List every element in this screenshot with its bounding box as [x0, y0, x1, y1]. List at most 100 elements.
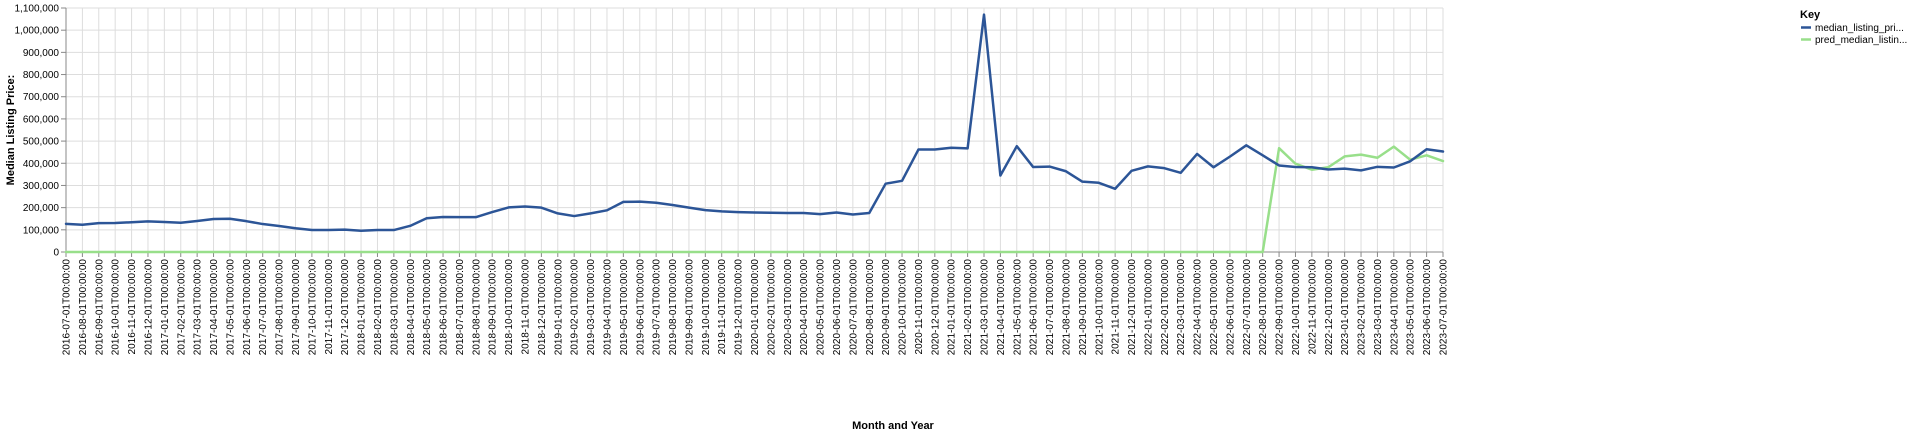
y-tick-label: 800,000: [23, 70, 60, 81]
x-tick-label: 2022-06-01T00:00:00: [1225, 259, 1236, 356]
x-tick-label: 2016-11-01T00:00:00: [127, 259, 138, 355]
gridlines: [65, 7, 1444, 253]
x-tick-label: 2021-06-01T00:00:00: [1029, 259, 1040, 356]
x-tick-label: 2023-04-01T00:00:00: [1389, 259, 1400, 356]
x-tick-label: 2018-06-01T00:00:00: [439, 259, 450, 356]
x-tick-label: 2020-05-01T00:00:00: [816, 259, 827, 356]
x-tick-label: 2017-12-01T00:00:00: [340, 259, 351, 356]
y-tick-label: 200,000: [23, 203, 60, 214]
x-tick-label: 2018-05-01T00:00:00: [422, 259, 433, 356]
y-tick-label: 400,000: [23, 159, 60, 170]
x-tick-label: 2017-09-01T00:00:00: [291, 259, 302, 356]
x-tick-label: 2019-11-01T00:00:00: [717, 259, 728, 355]
x-tick-label: 2018-09-01T00:00:00: [488, 259, 499, 356]
legend: Key median_listing_pri...pred_median_lis…: [1800, 9, 1907, 46]
x-tick-label: 2018-12-01T00:00:00: [537, 259, 548, 356]
x-tick-label: 2020-09-01T00:00:00: [881, 259, 892, 356]
x-tick-label: 2022-03-01T00:00:00: [1176, 259, 1187, 356]
x-tick-label: 2018-02-01T00:00:00: [373, 259, 384, 356]
x-tick-label: 2019-07-01T00:00:00: [652, 259, 663, 356]
x-tick-label: 2016-10-01T00:00:00: [111, 259, 122, 356]
x-tick-label: 2021-04-01T00:00:00: [996, 259, 1007, 356]
x-tick-label: 2020-08-01T00:00:00: [865, 259, 876, 356]
x-tick-label: 2022-04-01T00:00:00: [1193, 259, 1204, 356]
x-tick-label: 2019-09-01T00:00:00: [684, 259, 695, 356]
x-tick-label: 2023-06-01T00:00:00: [1422, 259, 1433, 356]
x-tick-label: 2022-07-01T00:00:00: [1242, 259, 1253, 356]
x-tick-label: 2019-06-01T00:00:00: [635, 259, 646, 356]
x-tick-label: 2020-02-01T00:00:00: [766, 259, 777, 356]
x-tick-label: 2020-07-01T00:00:00: [848, 259, 859, 356]
x-tick-label: 2017-08-01T00:00:00: [275, 259, 286, 356]
x-tick-label: 2022-02-01T00:00:00: [1160, 259, 1171, 356]
x-tick-label: 2020-04-01T00:00:00: [799, 259, 810, 356]
x-tick-label: 2021-10-01T00:00:00: [1094, 259, 1105, 356]
x-tick-label: 2016-12-01T00:00:00: [143, 259, 154, 356]
x-tick-label: 2021-08-01T00:00:00: [1061, 259, 1072, 356]
y-tick-label: 600,000: [23, 114, 60, 125]
x-tick-label: 2020-10-01T00:00:00: [898, 259, 909, 356]
x-tick-label: 2019-04-01T00:00:00: [602, 259, 613, 356]
x-tick-label: 2020-12-01T00:00:00: [930, 259, 941, 356]
x-tick-label: 2017-07-01T00:00:00: [258, 259, 269, 356]
x-tick-label: 2017-03-01T00:00:00: [193, 259, 204, 356]
x-tick-label: 2022-09-01T00:00:00: [1275, 259, 1286, 356]
x-tick-label: 2021-05-01T00:00:00: [1012, 259, 1023, 356]
series-line-median-listing-price: [64, 13, 1445, 232]
y-tick-label: 100,000: [23, 225, 60, 236]
x-tick-label: 2018-03-01T00:00:00: [389, 259, 400, 356]
legend-label: pred_median_listin...: [1815, 35, 1907, 46]
x-tick-label: 2022-05-01T00:00:00: [1209, 259, 1220, 356]
x-tick-label: 2022-11-01T00:00:00: [1307, 259, 1318, 355]
x-tick-label: 2023-03-01T00:00:00: [1373, 259, 1384, 356]
x-tick-label: 2019-02-01T00:00:00: [570, 259, 581, 356]
series-line-pred-median-listing: [64, 145, 1445, 254]
legend-label: median_listing_pri...: [1815, 23, 1904, 34]
x-tick-label: 2019-01-01T00:00:00: [553, 259, 564, 356]
x-axis-title: Month and Year: [852, 420, 934, 432]
x-tick-label: 2021-02-01T00:00:00: [963, 259, 974, 356]
x-tick-label: 2023-02-01T00:00:00: [1357, 259, 1368, 356]
x-tick-label: 2017-02-01T00:00:00: [176, 259, 187, 356]
x-tick-label: 2017-04-01T00:00:00: [209, 259, 220, 356]
x-tick-label: 2022-10-01T00:00:00: [1291, 259, 1302, 356]
series-lines: [64, 13, 1445, 254]
x-tick-label: 2019-12-01T00:00:00: [734, 259, 745, 356]
y-tick-label: 900,000: [23, 48, 60, 59]
x-tick-label: 2020-03-01T00:00:00: [783, 259, 794, 356]
y-tick-label: 700,000: [23, 92, 60, 103]
x-tick-label: 2018-08-01T00:00:00: [471, 259, 482, 356]
x-tick-label: 2021-01-01T00:00:00: [947, 259, 958, 356]
x-tick-label: 2017-06-01T00:00:00: [242, 259, 253, 356]
x-tick-label: 2016-07-01T00:00:00: [62, 259, 73, 356]
x-tick-label: 2023-05-01T00:00:00: [1406, 259, 1417, 356]
x-tick-label: 2021-12-01T00:00:00: [1127, 259, 1138, 356]
x-tick-label: 2018-07-01T00:00:00: [455, 259, 466, 356]
x-tick-label: 2020-11-01T00:00:00: [914, 259, 925, 355]
x-tick-label: 2019-03-01T00:00:00: [586, 259, 597, 356]
x-tick-label: 2017-05-01T00:00:00: [225, 259, 236, 356]
y-tick-label: 1,100,000: [15, 4, 60, 15]
x-tick-label: 2021-11-01T00:00:00: [1111, 259, 1122, 355]
x-tick-label: 2023-07-01T00:00:00: [1439, 259, 1450, 356]
x-tick-label: 2017-10-01T00:00:00: [307, 259, 318, 356]
x-tick-label: 2018-01-01T00:00:00: [357, 259, 368, 356]
x-tick-label: 2022-08-01T00:00:00: [1258, 259, 1269, 356]
x-tick-label: 2022-01-01T00:00:00: [1143, 259, 1154, 356]
x-tick-label: 2021-07-01T00:00:00: [1045, 259, 1056, 356]
x-tick-label: 2023-01-01T00:00:00: [1340, 259, 1351, 356]
x-tick-label: 2017-11-01T00:00:00: [324, 259, 335, 355]
x-tick-label: 2019-05-01T00:00:00: [619, 259, 630, 356]
x-tick-label: 2016-09-01T00:00:00: [94, 259, 105, 356]
x-tick-label: 2019-10-01T00:00:00: [701, 259, 712, 356]
x-tick-label: 2018-04-01T00:00:00: [406, 259, 417, 356]
x-tick-label: 2018-10-01T00:00:00: [504, 259, 515, 356]
x-tick-label: 2018-11-01T00:00:00: [521, 259, 532, 355]
x-tick-label: 2019-08-01T00:00:00: [668, 259, 679, 356]
x-tick-label: 2021-03-01T00:00:00: [980, 259, 991, 356]
legend-title: Key: [1800, 9, 1821, 21]
axes: 0 100,000 200,000 300,000 400,000 500,000 600,…: [15, 4, 1450, 356]
x-tick-label: 2021-09-01T00:00:00: [1078, 259, 1089, 356]
